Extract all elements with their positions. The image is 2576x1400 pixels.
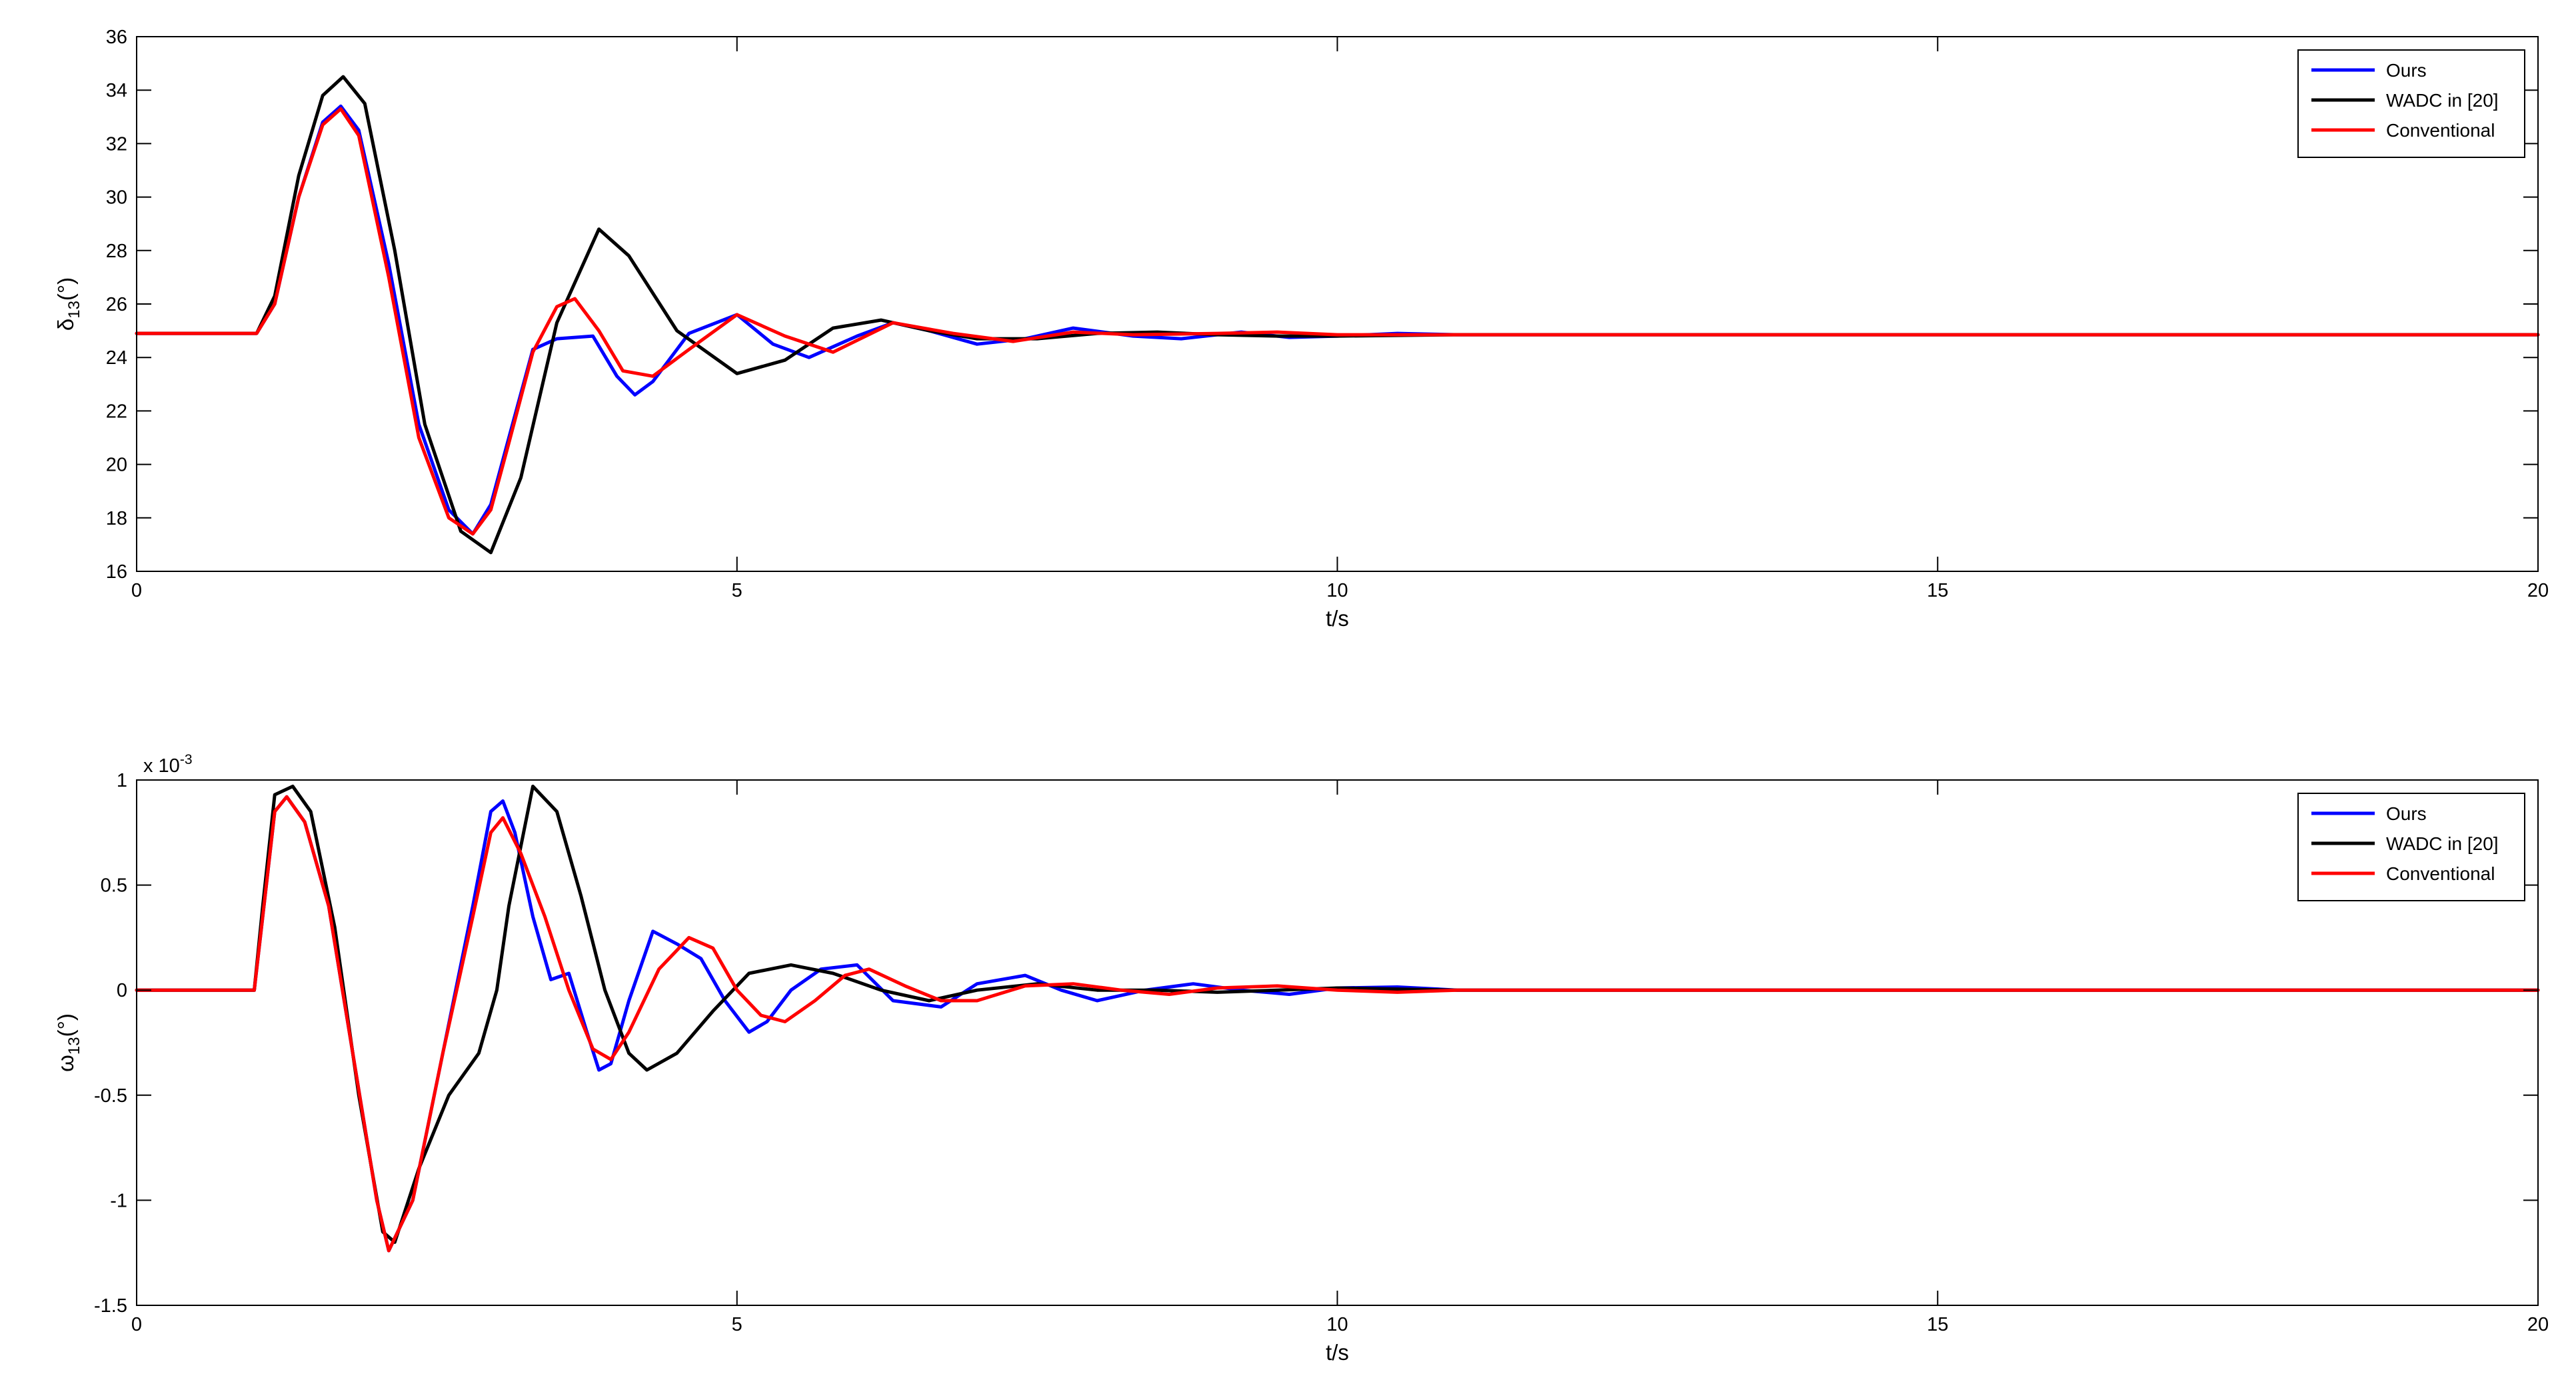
omega-legend-box <box>2297 793 2525 901</box>
delta-ytick-label: 36 <box>106 27 127 48</box>
delta-xtick-label: 5 <box>732 580 742 601</box>
omega-ytick-label: -1 <box>110 1190 127 1211</box>
omega-scale-base: x 10 <box>143 755 180 777</box>
delta-ytick-label: 22 <box>106 401 127 422</box>
omega-plot: 0 5 10 15 20 -1.5 -1 -0.5 0 0.5 1 x 10-3 t/s ω13(°… <box>53 752 2549 1365</box>
delta-y-label-symbol: δ <box>53 319 78 331</box>
omega-ytick-label: 0.5 <box>101 875 127 897</box>
delta-xtick-label: 10 <box>1326 580 1348 601</box>
delta-legend-label: WADC in [20] <box>2386 90 2499 111</box>
omega-legend-label: WADC in [20] <box>2386 833 2499 854</box>
omega-y-label-unit: (°) <box>53 1013 78 1037</box>
omega-scale-exponent: -3 <box>180 752 193 767</box>
omega-ticks: 0 5 10 15 20 -1.5 -1 -0.5 0 0.5 1 <box>94 770 2549 1335</box>
delta-xtick-label: 15 <box>1927 580 1948 601</box>
omega-y-label-subscript: 13 <box>65 1037 83 1055</box>
omega-series-line-conventional <box>135 795 2540 1253</box>
delta-series-line-conventional <box>135 107 2540 536</box>
omega-legend-label: Ours <box>2386 803 2427 824</box>
omega-legend: Ours WADC in [20] Conventional <box>2297 793 2525 901</box>
delta-ytick-label: 32 <box>106 133 127 155</box>
delta-y-label-unit: (°) <box>53 277 78 301</box>
omega-x-axis-label: t/s <box>1326 1340 1349 1365</box>
omega-legend-label: Conventional <box>2386 863 2495 884</box>
omega-y-scale-factor: x 10-3 <box>143 752 193 777</box>
delta-ytick-label: 18 <box>106 508 127 529</box>
omega-xtick-label: 10 <box>1326 1314 1348 1335</box>
delta-ytick-label: 30 <box>106 187 127 209</box>
delta-legend: Ours WADC in [20] Conventional <box>2297 49 2525 158</box>
omega-xtick-label: 20 <box>2527 1314 2549 1335</box>
delta-ytick-label: 16 <box>106 561 127 583</box>
omega-xtick-label: 0 <box>131 1314 142 1335</box>
delta-xtick-label: 0 <box>131 580 142 601</box>
delta-ytick-label: 24 <box>106 347 127 369</box>
delta-plot: 0 5 10 15 20 16 18 20 22 24 26 28 30 32 34 36 t/s δ13(°… <box>53 27 2549 631</box>
delta-ytick-label: 20 <box>106 455 127 476</box>
delta-y-axis-label: δ13(°) <box>53 277 83 331</box>
omega-ytick-label: 0 <box>117 980 127 1001</box>
delta-x-axis-label: t/s <box>1326 606 1349 631</box>
omega-xtick-label: 15 <box>1927 1314 1948 1335</box>
omega-ytick-label: -1.5 <box>94 1295 127 1317</box>
omega-ytick-label: 1 <box>117 770 127 791</box>
delta-ytick-label: 26 <box>106 294 127 315</box>
omega-xtick-label: 5 <box>732 1314 742 1335</box>
omega-series-layer <box>135 785 2540 1253</box>
delta-series-layer <box>135 75 2540 555</box>
delta-legend-box <box>2297 49 2525 158</box>
delta-ytick-label: 28 <box>106 241 127 262</box>
delta-y-label-subscript: 13 <box>65 301 83 319</box>
delta-legend-label: Conventional <box>2386 120 2495 141</box>
omega-series-line-wadc-in-20 <box>135 785 2540 1244</box>
delta-ytick-label: 34 <box>106 80 127 101</box>
delta-xtick-label: 20 <box>2527 580 2549 601</box>
omega-ytick-label: -0.5 <box>94 1085 127 1107</box>
delta-legend-label: Ours <box>2386 60 2427 81</box>
omega-y-label-symbol: ω <box>53 1055 78 1072</box>
delta-ticks: 0 5 10 15 20 16 18 20 22 24 26 28 30 32 34 36 <box>106 27 2549 601</box>
omega-y-axis-label: ω13(°) <box>53 1013 83 1072</box>
